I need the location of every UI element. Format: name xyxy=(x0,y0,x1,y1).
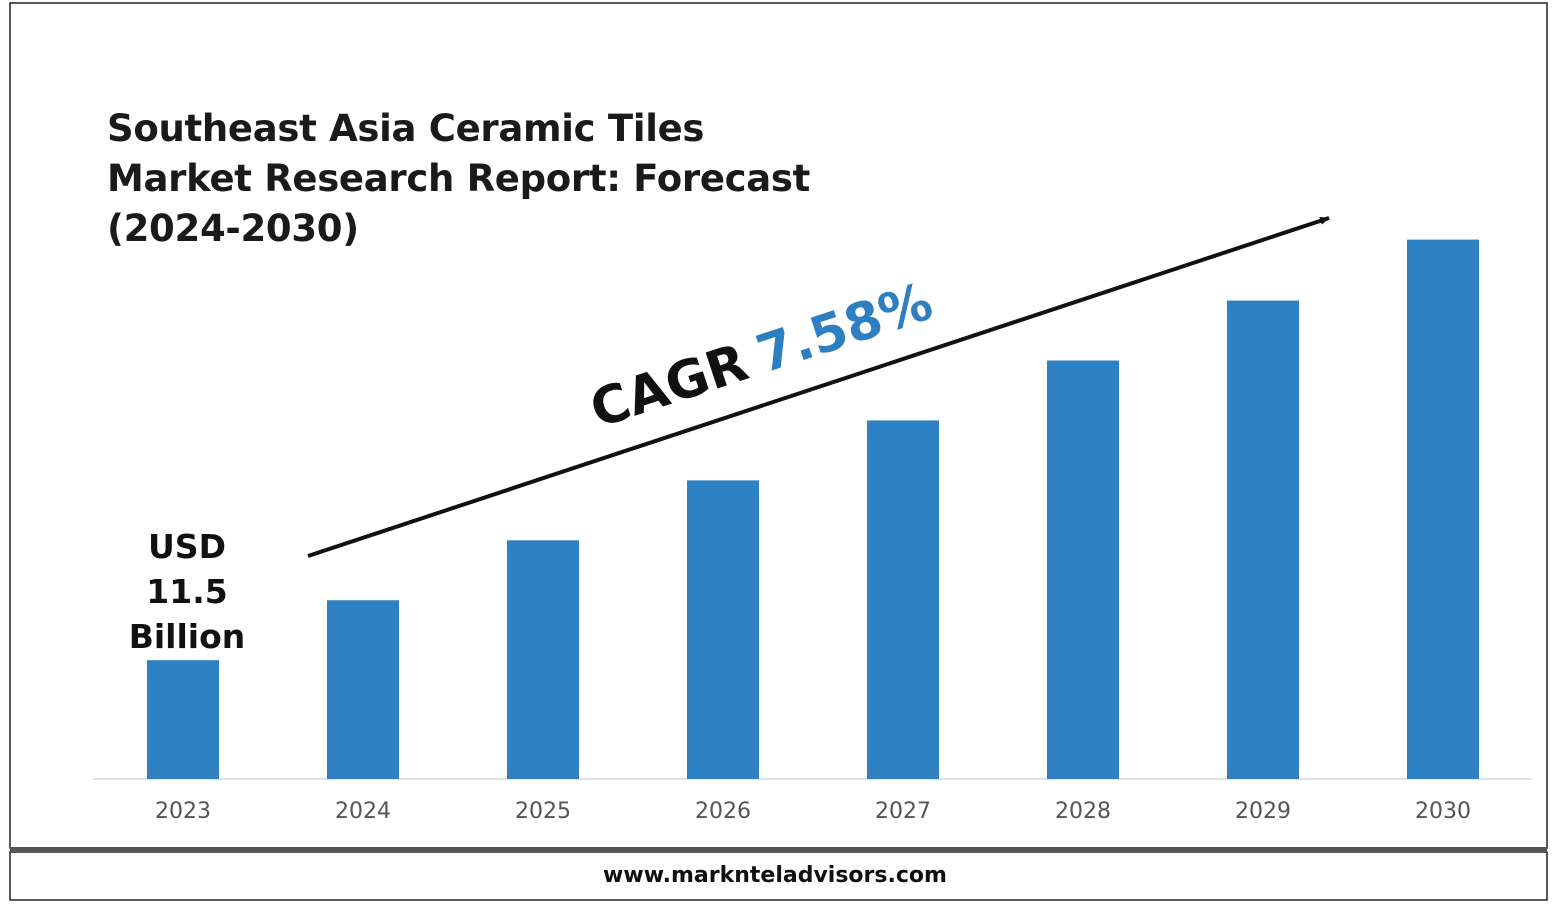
footer-box xyxy=(9,851,1548,901)
bar xyxy=(1047,360,1119,779)
x-tick-label: 2027 xyxy=(875,799,931,824)
x-tick-label: 2030 xyxy=(1415,799,1471,824)
value-label: USD 11.5 Billion xyxy=(129,527,246,656)
bar xyxy=(687,480,759,779)
bar xyxy=(507,540,579,779)
footer-url: www.marknteladvisors.com xyxy=(603,863,947,888)
x-tick-label: 2028 xyxy=(1055,799,1111,824)
x-tick-label: 2029 xyxy=(1235,799,1291,824)
x-tick-label: 2025 xyxy=(515,799,571,824)
x-tick-label: 2024 xyxy=(335,799,391,824)
x-tick-label: 2023 xyxy=(155,799,211,824)
bar xyxy=(327,600,399,779)
chart-title: Southeast Asia Ceramic Tiles Market Rese… xyxy=(107,107,811,250)
x-tick-label: 2026 xyxy=(695,799,751,824)
bar xyxy=(867,420,939,779)
bar xyxy=(1407,239,1479,780)
trend-arrow xyxy=(307,216,1330,558)
bar xyxy=(147,660,219,779)
bar xyxy=(1227,300,1299,779)
